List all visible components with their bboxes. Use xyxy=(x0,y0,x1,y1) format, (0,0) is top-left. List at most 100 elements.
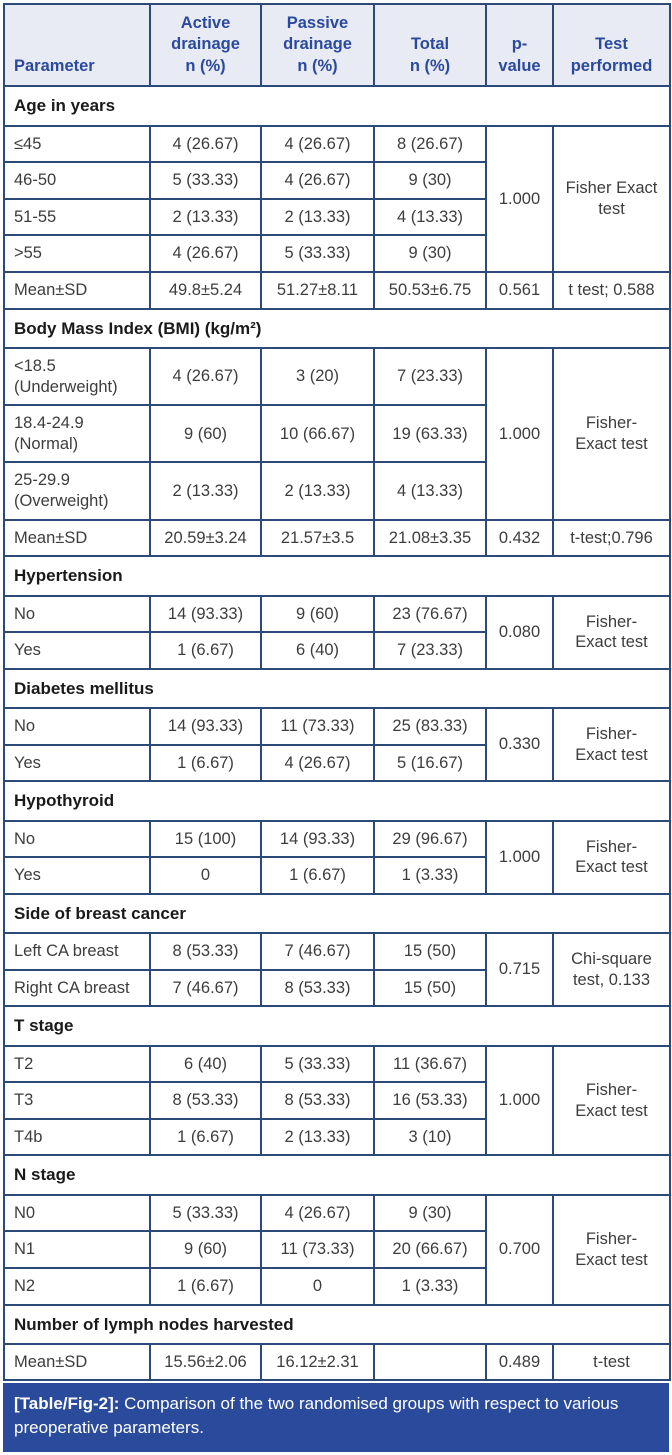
column-header-passive: Passive drainage n (%) xyxy=(260,2,375,88)
total-cell: 29 (96.67) xyxy=(373,819,487,859)
section-header-cell: Number of lymph nodes harvested xyxy=(3,1303,671,1345)
total-cell: 16 (53.33) xyxy=(373,1081,487,1120)
active-cell: 4 (26.67) xyxy=(149,124,262,164)
passive-cell: 14 (93.33) xyxy=(260,819,375,859)
passive-cell: 3 (20) xyxy=(260,346,375,407)
passive-cell: 10 (66.67) xyxy=(260,404,375,464)
param-cell: Mean±SD xyxy=(3,518,151,558)
total-cell: 1 (3.33) xyxy=(373,1266,487,1306)
test-performed-cell: Fisher- Exact test xyxy=(552,819,671,895)
table-row: 18.4-24.9 (Normal) 9 (60) 10 (66.67) 19 (63… xyxy=(3,404,670,464)
table-row: Mean±SD 15.56±2.06 16.12±2.31 0.489 t-test xyxy=(3,1342,671,1382)
p-value-cell: 0.715 xyxy=(485,932,554,1008)
test-performed-cell: Fisher- Exact test xyxy=(552,346,671,521)
active-cell: 15.56±2.06 xyxy=(149,1342,262,1382)
passive-cell: 11 (73.33) xyxy=(260,707,375,746)
total-cell: 50.53±6.75 xyxy=(373,271,487,310)
header-row: Parameter Active drainage n (%) Passive dr… xyxy=(3,2,671,88)
param-cell: Yes xyxy=(3,856,151,895)
passive-cell: 1 (6.67) xyxy=(260,856,375,895)
table-row: Left CA breast 8 (53.33) 7 (46.67) 15 (50) 0… xyxy=(3,932,671,1008)
section-header-cell: Body Mass Index (BMI) (kg/m²) xyxy=(3,307,671,349)
total-cell: 25 (83.33) xyxy=(373,707,487,746)
passive-cell: 0 xyxy=(260,1266,375,1306)
test-performed-cell: t-test;0.796 xyxy=(552,518,671,558)
active-cell: 5 (33.33) xyxy=(149,161,262,200)
active-cell: 2 (13.33) xyxy=(149,197,262,237)
section-header-cell: Age in years xyxy=(3,85,671,127)
passive-cell: 16.12±2.31 xyxy=(260,1342,375,1382)
total-cell: 4 (13.33) xyxy=(373,461,487,521)
active-cell: 9 (60) xyxy=(149,404,262,464)
param-cell: T3 xyxy=(3,1081,151,1120)
p-value-cell: 1.000 xyxy=(485,1044,554,1157)
passive-cell: 5 (33.33) xyxy=(260,234,375,274)
total-cell: 19 (63.33) xyxy=(373,404,487,464)
passive-cell: 7 (46.67) xyxy=(260,932,375,971)
passive-cell: 21.57±3.5 xyxy=(260,518,375,558)
passive-cell: 11 (73.33) xyxy=(260,1230,375,1269)
column-header-parameter: Parameter xyxy=(3,2,151,88)
param-cell: <18.5 (Underweight) xyxy=(3,346,151,407)
param-cell: 25-29.9 (Overweight) xyxy=(3,461,151,521)
active-cell: 20.59±3.24 xyxy=(149,518,262,558)
total-cell: 15 (50) xyxy=(373,968,487,1008)
section-header-cell: T stage xyxy=(3,1005,671,1047)
test-performed-cell: Fisher- Exact test xyxy=(552,1044,671,1157)
table-row: ≤45 4 (26.67) 4 (26.67) 8 (26.67) 1.000 Fishe… xyxy=(3,124,671,274)
active-cell: 0 xyxy=(149,856,262,895)
param-cell: Right CA breast xyxy=(3,968,151,1008)
param-cell: No xyxy=(3,594,151,634)
test-performed-cell: t-test xyxy=(552,1342,671,1382)
table-row: Right CA breast 7 (46.67) 8 (53.33) 15 (50) xyxy=(3,968,670,1008)
section-row: Diabetes mellitus xyxy=(3,667,671,710)
passive-cell: 4 (26.67) xyxy=(260,743,375,783)
total-cell: 7 (23.33) xyxy=(373,346,487,407)
total-cell: 20 (66.67) xyxy=(373,1230,487,1269)
column-header-active: Active drainage n (%) xyxy=(149,2,262,88)
p-value-cell: 0.330 xyxy=(485,707,554,783)
param-cell: Yes xyxy=(3,631,151,670)
table-row: 51-55 2 (13.33) 2 (13.33) 4 (13.33) xyxy=(3,197,670,237)
passive-cell: 4 (26.67) xyxy=(260,1193,375,1233)
column-header-test-performed: Test performed xyxy=(552,2,671,88)
section-row: N stage xyxy=(3,1154,671,1196)
active-cell: 8 (53.33) xyxy=(149,932,262,971)
param-cell: No xyxy=(3,819,151,859)
table-row: Yes 1 (6.67) 6 (40) 7 (23.33) xyxy=(3,631,670,670)
table-row: N0 5 (33.33) 4 (26.67) 9 (30) 0.700 Fisher- E… xyxy=(3,1193,671,1306)
table-row: N2 1 (6.67) 0 1 (3.33) xyxy=(3,1266,670,1306)
table-row: No 15 (100) 14 (93.33) 29 (96.67) 1.000 Fishe… xyxy=(3,819,671,895)
total-cell: 23 (76.67) xyxy=(373,594,487,634)
section-row: Hypertension xyxy=(3,555,671,597)
passive-cell: 51.27±8.11 xyxy=(260,271,375,310)
section-row: Hypothyroid xyxy=(3,780,671,822)
param-cell: ≤45 xyxy=(3,124,151,164)
section-header-cell: Side of breast cancer xyxy=(3,892,671,935)
test-performed-cell: Chi-square test, 0.133 xyxy=(552,932,671,1008)
active-cell: 5 (33.33) xyxy=(149,1193,262,1233)
active-cell: 8 (53.33) xyxy=(149,1081,262,1120)
active-cell: 1 (6.67) xyxy=(149,631,262,670)
table-row: >55 4 (26.67) 5 (33.33) 9 (30) xyxy=(3,234,670,274)
table-row: T2 6 (40) 5 (33.33) 11 (36.67) 1.000 Fisher- … xyxy=(3,1044,671,1157)
param-cell: N1 xyxy=(3,1230,151,1269)
param-cell: N0 xyxy=(3,1193,151,1233)
section-header-cell: N stage xyxy=(3,1154,671,1196)
table-body: Age in years ≤45 4 (26.67) 4 (26.67) 8 (26.6… xyxy=(3,85,671,1382)
total-cell: 3 (10) xyxy=(373,1117,487,1157)
table-caption: [Table/Fig-2]: Comparison of the two ran… xyxy=(3,1383,669,1453)
param-cell: >55 xyxy=(3,234,151,274)
p-value-cell: 0.080 xyxy=(485,594,554,670)
p-value-cell: 0.700 xyxy=(485,1193,554,1306)
passive-cell: 6 (40) xyxy=(260,631,375,670)
passive-cell: 8 (53.33) xyxy=(260,1081,375,1120)
section-header-cell: Hypothyroid xyxy=(3,780,671,822)
active-cell: 1 (6.67) xyxy=(149,1117,262,1157)
table-row: T4b 1 (6.67) 2 (13.33) 3 (10) xyxy=(3,1117,670,1157)
passive-cell: 2 (13.33) xyxy=(260,1117,375,1157)
column-header-p-value: p- value xyxy=(485,2,554,88)
table-row: No 14 (93.33) 9 (60) 23 (76.67) 0.080 Fisher-… xyxy=(3,594,671,670)
param-cell: 18.4-24.9 (Normal) xyxy=(3,404,151,464)
active-cell: 1 (6.67) xyxy=(149,743,262,783)
